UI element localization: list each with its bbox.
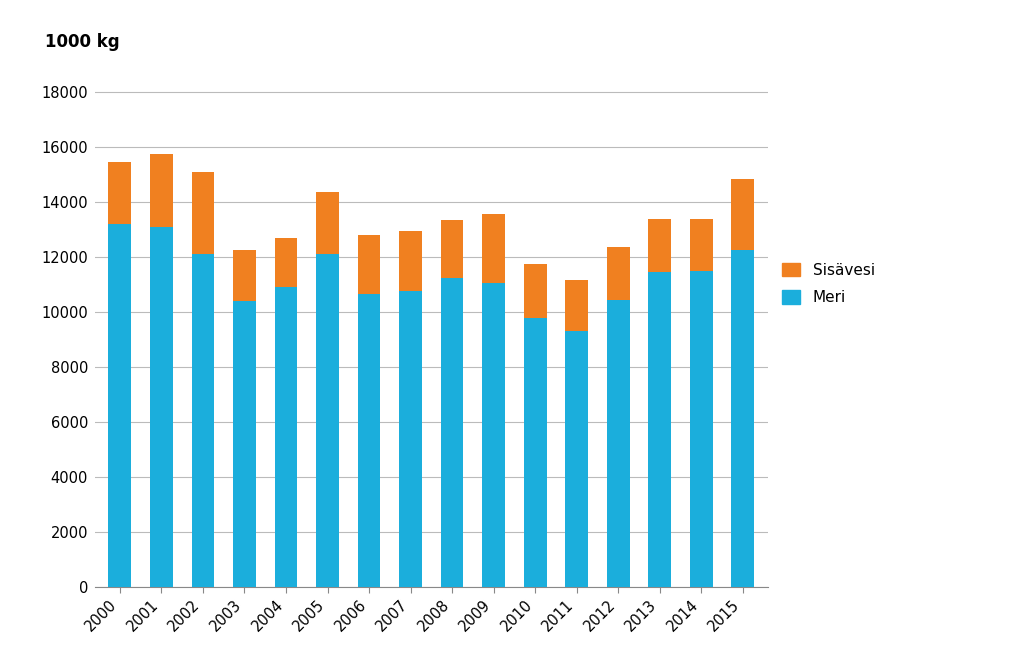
Bar xyxy=(191,172,214,254)
Bar xyxy=(440,278,464,587)
Bar xyxy=(648,272,671,587)
Bar xyxy=(357,235,381,294)
Bar xyxy=(690,271,713,587)
Bar xyxy=(565,280,588,331)
Bar xyxy=(274,238,297,288)
Legend: Sisävesi, Meri: Sisävesi, Meri xyxy=(782,263,874,305)
Bar xyxy=(731,178,754,250)
Bar xyxy=(274,288,297,587)
Bar xyxy=(607,300,630,587)
Bar xyxy=(607,247,630,300)
Bar xyxy=(399,291,422,587)
Bar xyxy=(233,301,256,587)
Bar xyxy=(316,192,339,254)
Bar xyxy=(482,283,505,587)
Bar xyxy=(565,331,588,587)
Bar xyxy=(731,250,754,587)
Bar xyxy=(191,254,214,587)
Bar xyxy=(357,294,381,587)
Bar xyxy=(316,254,339,587)
Bar xyxy=(109,162,131,224)
Bar xyxy=(150,227,173,587)
Bar xyxy=(690,219,713,271)
Bar xyxy=(482,214,505,283)
Bar xyxy=(150,154,173,227)
Bar xyxy=(440,220,464,278)
Bar xyxy=(523,264,547,317)
Bar xyxy=(109,224,131,587)
Bar xyxy=(233,250,256,301)
Bar xyxy=(523,317,547,587)
Text: 1000 kg: 1000 kg xyxy=(45,33,119,51)
Bar xyxy=(648,219,671,272)
Bar xyxy=(399,231,422,291)
